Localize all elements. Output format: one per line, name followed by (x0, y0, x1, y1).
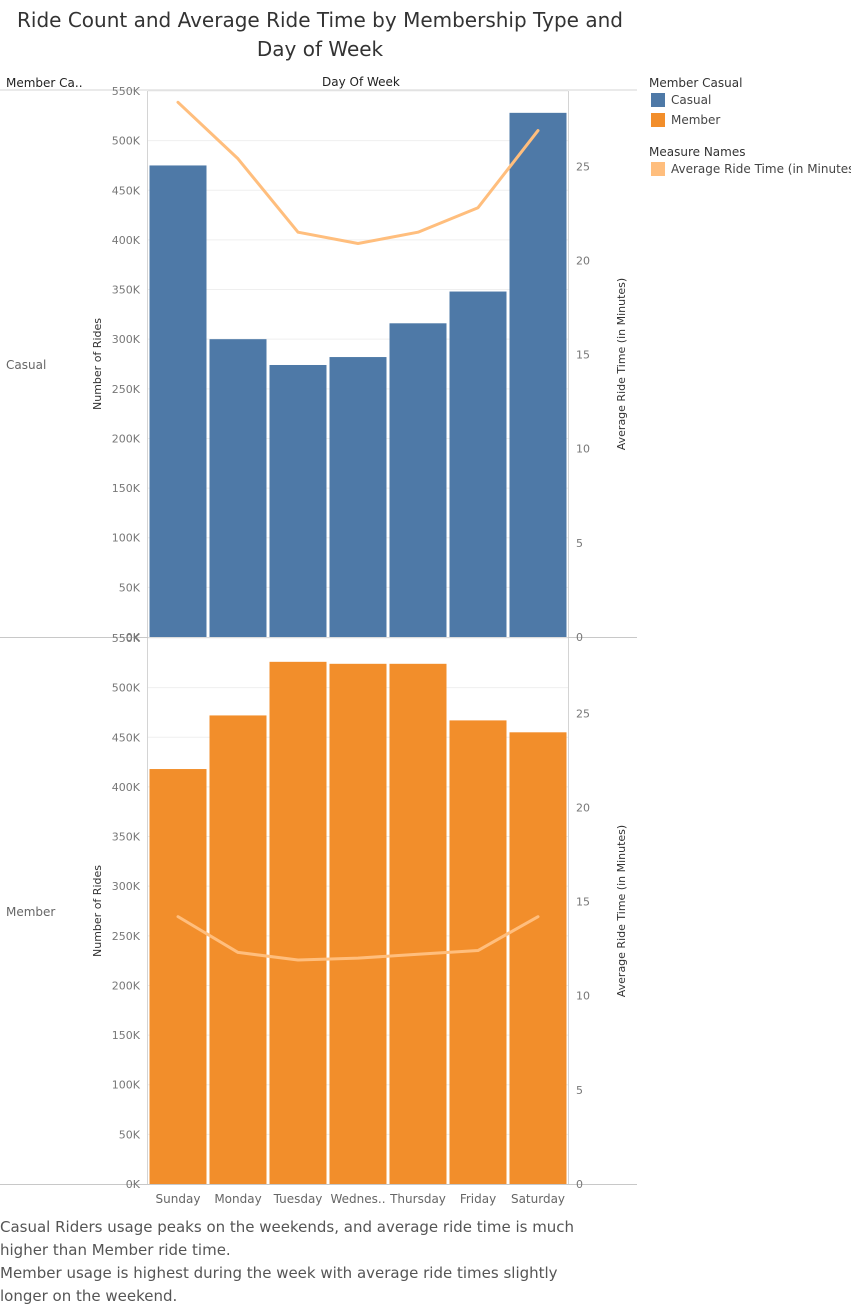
y-tick-label-casual: 500K (112, 135, 141, 148)
legend-swatch-casual (651, 93, 665, 107)
y-tick-label-casual: 150K (112, 482, 141, 495)
y-tick-label-casual: 450K (112, 184, 141, 197)
y2-tick-label-member: 15 (576, 896, 590, 909)
legend-swatch-member (651, 113, 665, 127)
y2-tick-label-member: 5 (576, 1084, 583, 1097)
y2-axis-title-casual: Average Ride Time (in Minutes) (615, 278, 628, 450)
y-tick-label-casual: 100K (112, 532, 141, 545)
y-tick-label-member: 200K (112, 979, 141, 992)
legend-item-casual[interactable]: Casual (651, 93, 711, 107)
column-field-header[interactable]: Day Of Week (322, 75, 400, 89)
legend-label-casual: Casual (671, 93, 712, 107)
y-tick-label-member: 500K (112, 682, 141, 695)
y-tick-label-member: 450K (112, 731, 141, 744)
legend-label-avg-ride-time: Average Ride Time (in Minutes) (671, 162, 851, 176)
y2-tick-label-casual: 25 (576, 160, 590, 173)
y-tick-label-member: 100K (112, 1079, 141, 1092)
bar-casual-2 (269, 364, 327, 637)
y-tick-label-casual: 0K (126, 631, 141, 644)
x-tick-label: Thursday (389, 1192, 446, 1206)
chart-title: Ride Count and Average Ride Time by Memb… (17, 8, 623, 61)
legend-item-member[interactable]: Member (651, 113, 720, 127)
bar-member-3 (329, 663, 387, 1184)
legend-label-member: Member (671, 113, 721, 127)
y2-tick-label-casual: 0 (576, 631, 583, 644)
bar-casual-3 (329, 357, 387, 637)
y-tick-label-member: 350K (112, 831, 141, 844)
x-tick-label: Saturday (511, 1192, 565, 1206)
legend-item-avg-ride-time[interactable]: Average Ride Time (in Minutes) (651, 162, 851, 176)
caption-line-1: Casual Riders usage peaks on the weekend… (0, 1218, 575, 1259)
avg-ride-time-line-member (176, 915, 540, 962)
y-tick-label-casual: 400K (112, 234, 141, 247)
y2-axis-title-member: Average Ride Time (in Minutes) (615, 825, 628, 997)
y2-tick-label-casual: 5 (576, 537, 583, 550)
y-tick-label-member: 250K (112, 930, 141, 943)
x-tick-label: Tuesday (273, 1192, 323, 1206)
bar-casual-4 (389, 323, 447, 637)
row-label-casual: Casual (6, 358, 47, 372)
y-tick-label-casual: 350K (112, 284, 141, 297)
bar-member-2 (269, 661, 327, 1184)
y-tick-label-member: 150K (112, 1029, 141, 1042)
bar-casual-6 (509, 112, 567, 638)
bar-casual-5 (449, 291, 507, 637)
y-tick-label-casual: 200K (112, 432, 141, 445)
bar-member-0 (149, 769, 207, 1184)
x-tick-label: Sunday (156, 1192, 201, 1206)
y2-tick-label-member: 0 (576, 1178, 583, 1191)
y-tick-label-member: 300K (112, 880, 141, 893)
bar-casual-0 (149, 165, 207, 638)
y-tick-label-casual: 50K (119, 581, 141, 594)
y-tick-label-member: 0K (126, 1178, 141, 1191)
row-field-header[interactable]: Member Ca.. (6, 76, 83, 90)
caption-line-2: Member usage is highest during the week … (0, 1264, 558, 1305)
bar-member-1 (209, 715, 267, 1184)
y2-tick-label-member: 25 (576, 707, 590, 720)
y-tick-label-member: 550K (112, 632, 141, 645)
bar-member-4 (389, 663, 447, 1184)
y2-tick-label-member: 20 (576, 801, 590, 814)
y-axis-title-casual: Number of Rides (91, 318, 104, 410)
x-tick-label: Wednes.. (330, 1192, 385, 1206)
x-tick-label: Friday (460, 1192, 496, 1206)
y-tick-label-casual: 250K (112, 383, 141, 396)
legend-color-title: Member Casual (649, 76, 743, 90)
avg-ride-time-line-casual (176, 100, 540, 246)
y2-tick-label-casual: 10 (576, 443, 590, 456)
legend-swatch-avg-ride-time (651, 162, 665, 176)
y2-tick-label-casual: 15 (576, 349, 590, 362)
legend-measure-title: Measure Names (649, 145, 746, 159)
y-tick-label-member: 400K (112, 781, 141, 794)
y-tick-label-casual: 550K (112, 85, 141, 98)
y-tick-label-casual: 300K (112, 333, 141, 346)
bar-member-6 (509, 732, 567, 1184)
y2-tick-label-casual: 20 (576, 254, 590, 267)
chart-canvas: 0K50K100K150K200K250K300K350K400K450K500… (0, 85, 637, 1206)
y2-tick-label-member: 10 (576, 990, 590, 1003)
y-tick-label-member: 50K (119, 1128, 141, 1141)
y-axis-title-member: Number of Rides (91, 865, 104, 957)
caption: Casual Riders usage peaks on the weekend… (0, 1216, 600, 1308)
x-tick-label: Monday (214, 1192, 261, 1206)
row-label-member: Member (6, 905, 56, 919)
bar-casual-1 (209, 339, 267, 637)
